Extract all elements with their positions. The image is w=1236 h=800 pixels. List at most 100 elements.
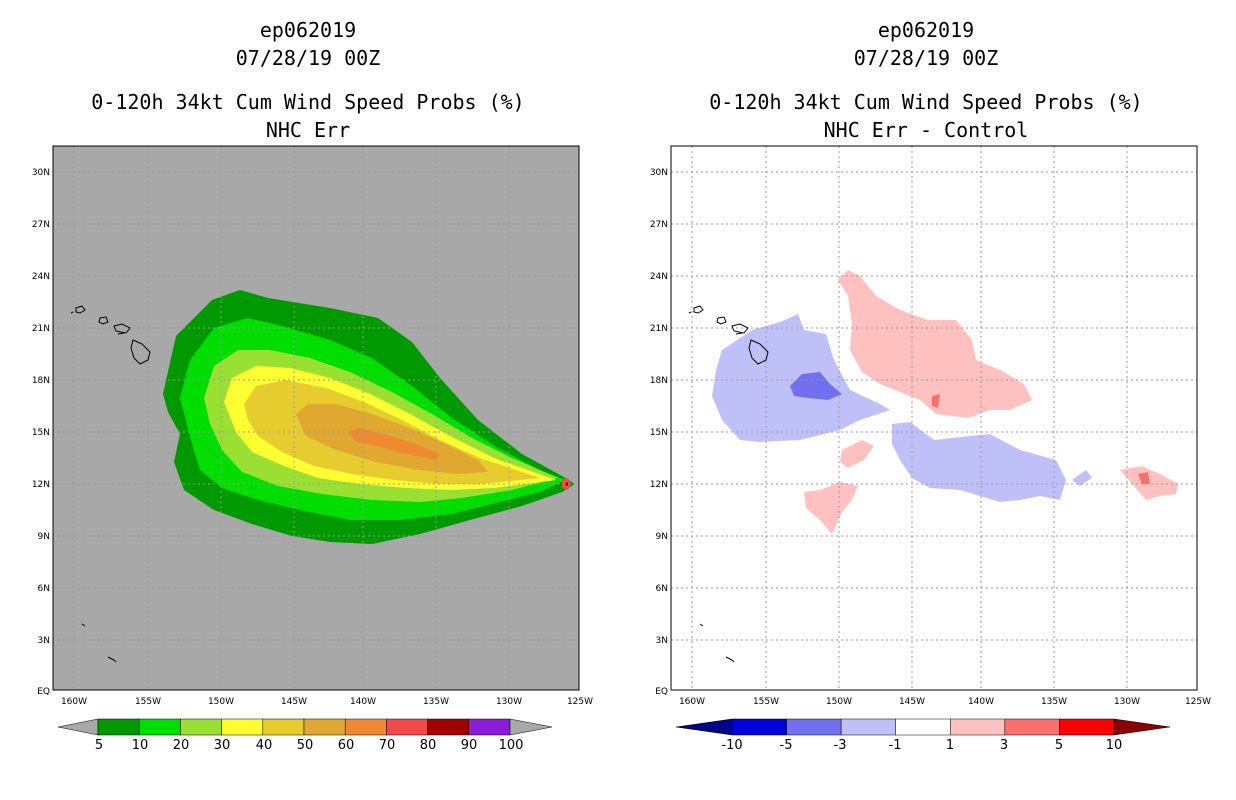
right-hawaii-islands bbox=[688, 305, 769, 663]
colorbar-swatch bbox=[840, 718, 896, 736]
colorbar-label: 3 bbox=[1000, 738, 1008, 753]
left-lat-axis: 30N 27N 24N 21N 18N 15N 12N 9N 6N 3N EQ bbox=[32, 168, 50, 697]
lon-label: 140W bbox=[350, 697, 376, 707]
lat-label: 27N bbox=[32, 220, 50, 230]
colorbar-swatch bbox=[262, 718, 305, 736]
colorbar-label: -3 bbox=[834, 738, 847, 753]
colorbar-swatch bbox=[344, 718, 387, 736]
colorbar-labels: -10 -5 -3 -1 1 3 5 10 bbox=[721, 738, 1122, 753]
left-probability-contours bbox=[163, 290, 575, 544]
lon-label: 125W bbox=[567, 697, 593, 707]
lat-label: EQ bbox=[655, 687, 668, 697]
right-datetime: 07/28/19 00Z bbox=[853, 46, 999, 70]
diff-positive-3-5 bbox=[1138, 472, 1150, 484]
colorbar-high-arrow bbox=[1113, 718, 1171, 736]
colorbar-swatch bbox=[180, 718, 222, 736]
right-map bbox=[670, 145, 1198, 691]
colorbar-swatch bbox=[468, 718, 511, 736]
colorbar-low-arrow bbox=[675, 718, 733, 736]
colorbar-label: -10 bbox=[721, 738, 742, 753]
colorbar-label: 70 bbox=[379, 738, 396, 753]
diff-positive-1-3 bbox=[840, 440, 874, 468]
colorbar-label: 80 bbox=[420, 738, 437, 753]
colorbar-label: 10 bbox=[1106, 738, 1123, 753]
diff-positive-1-3 bbox=[838, 270, 1032, 418]
right-chart-subtitle: NHC Err - Control bbox=[823, 118, 1029, 142]
lat-label: 21N bbox=[650, 324, 668, 334]
lat-label: 24N bbox=[650, 272, 668, 282]
left-storm-id: ep062019 bbox=[259, 18, 357, 42]
left-chart-subtitle: NHC Err bbox=[265, 118, 351, 142]
left-gridlines bbox=[53, 146, 579, 690]
colorbar-swatch bbox=[138, 718, 181, 736]
lon-label: 145W bbox=[899, 697, 925, 707]
colorbar-swatch bbox=[221, 718, 264, 736]
lon-label: 140W bbox=[968, 697, 994, 707]
colorbar-label: 60 bbox=[338, 738, 355, 753]
lon-label: 160W bbox=[61, 697, 87, 707]
colorbar-label: 40 bbox=[256, 738, 273, 753]
colorbar-label: 5 bbox=[1055, 738, 1063, 753]
diff-negative-1-3 bbox=[892, 422, 1066, 502]
prob-contour-60 bbox=[348, 428, 440, 460]
lon-label: 135W bbox=[423, 697, 449, 707]
colorbar-label: 20 bbox=[173, 738, 190, 753]
colorbar-label: 50 bbox=[297, 738, 314, 753]
lon-label: 150W bbox=[208, 697, 234, 707]
lat-label: 6N bbox=[656, 584, 668, 594]
colorbar-swatch bbox=[97, 718, 140, 736]
colorbar-label: 30 bbox=[214, 738, 231, 753]
lat-label: 3N bbox=[38, 636, 50, 646]
colorbar-swatch bbox=[895, 718, 951, 736]
colorbar-swatches bbox=[97, 718, 511, 736]
right-lon-axis: 160W 155W 150W 145W 140W 135W 130W 125W bbox=[679, 697, 1211, 707]
lat-label: 9N bbox=[656, 532, 668, 542]
lat-label: 18N bbox=[32, 376, 50, 386]
colorbar-swatch bbox=[1059, 718, 1115, 736]
colorbar-swatch bbox=[1004, 718, 1060, 736]
lon-label: 130W bbox=[496, 697, 522, 707]
colorbar-label: 1 bbox=[946, 738, 954, 753]
lat-label: 6N bbox=[38, 584, 50, 594]
right-map-frame bbox=[670, 145, 1198, 691]
colorbar-swatch bbox=[303, 718, 346, 736]
colorbar-high-arrow bbox=[509, 718, 553, 736]
colorbar-label: 10 bbox=[132, 738, 149, 753]
left-map bbox=[52, 145, 580, 691]
lat-label: 12N bbox=[650, 480, 668, 490]
lat-label: 30N bbox=[32, 168, 50, 178]
lat-label: 24N bbox=[32, 272, 50, 282]
lat-label: 18N bbox=[650, 376, 668, 386]
lon-label: 155W bbox=[135, 697, 161, 707]
lon-label: 135W bbox=[1041, 697, 1067, 707]
colorbar-label: 90 bbox=[461, 738, 478, 753]
colorbar-labels: 5 10 20 30 40 50 60 70 80 90 100 bbox=[95, 738, 524, 753]
left-map-frame bbox=[52, 145, 580, 691]
left-hawaii-islands bbox=[70, 305, 151, 663]
lon-label: 125W bbox=[1185, 697, 1211, 707]
lat-label: 3N bbox=[656, 636, 668, 646]
colorbar-swatch bbox=[731, 718, 787, 736]
diff-positive-1-3 bbox=[804, 482, 858, 534]
diff-negative-3-5 bbox=[790, 372, 842, 400]
colorbar-swatch bbox=[427, 718, 470, 736]
colorbar-low-arrow bbox=[57, 718, 99, 736]
lat-label: 30N bbox=[650, 168, 668, 178]
lon-label: 155W bbox=[753, 697, 779, 707]
left-chart-title: 0-120h 34kt Cum Wind Speed Probs (%) bbox=[91, 90, 525, 114]
prob-max-point bbox=[565, 482, 569, 486]
colorbar-swatch bbox=[786, 718, 842, 736]
lon-label: 130W bbox=[1114, 697, 1140, 707]
colorbar-label: -1 bbox=[889, 738, 902, 753]
right-gridlines bbox=[671, 146, 1197, 690]
colorbar-label: -5 bbox=[780, 738, 793, 753]
lat-label: EQ bbox=[37, 687, 50, 697]
left-lon-axis: 160W 155W 150W 145W 140W 135W 130W 125W bbox=[61, 697, 593, 707]
diff-positive-3-5 bbox=[932, 394, 940, 408]
right-storm-id: ep062019 bbox=[877, 18, 975, 42]
lon-label: 150W bbox=[826, 697, 852, 707]
colorbar-label: 5 bbox=[95, 738, 103, 753]
colorbar-swatch bbox=[950, 718, 1006, 736]
colorbar-swatch bbox=[386, 718, 428, 736]
diff-negative-1-3 bbox=[1072, 470, 1092, 486]
